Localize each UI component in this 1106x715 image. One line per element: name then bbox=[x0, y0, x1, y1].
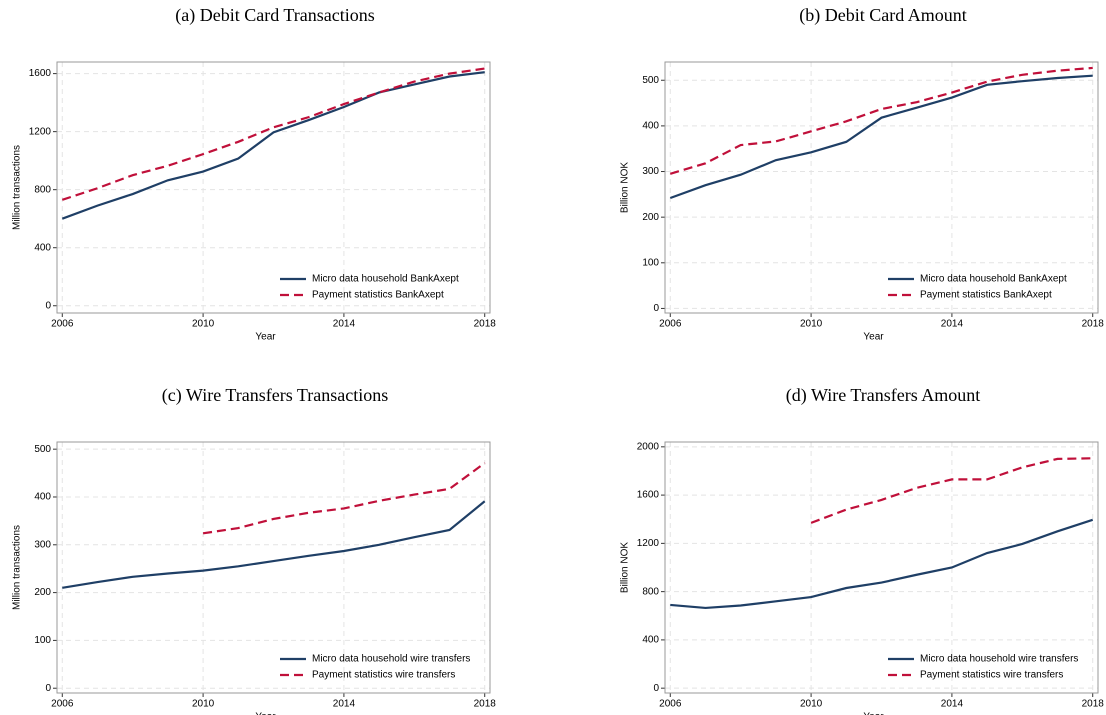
legend-label: Micro data household BankAxept bbox=[920, 274, 1067, 285]
x-tick-label: 2006 bbox=[51, 319, 74, 330]
y-tick-label: 400 bbox=[34, 492, 51, 503]
y-tick-label: 1600 bbox=[29, 68, 52, 79]
y-tick-label: 0 bbox=[653, 683, 659, 694]
plot-frame bbox=[664, 61, 1099, 314]
x-tick-label: 2014 bbox=[941, 319, 964, 330]
x-tick-label: 2010 bbox=[192, 699, 215, 710]
y-tick-label: 300 bbox=[34, 539, 51, 550]
y-tick-label: 0 bbox=[653, 303, 659, 314]
y-axis-label: Billion NOK bbox=[620, 162, 631, 213]
y-tick-label: 100 bbox=[34, 635, 51, 646]
x-tick-label: 2014 bbox=[333, 319, 356, 330]
x-tick-label: 2014 bbox=[941, 699, 964, 710]
y-axis-label: Million transactions bbox=[12, 525, 23, 610]
y-tick-label: 1200 bbox=[29, 126, 52, 137]
x-axis-label: Year bbox=[863, 712, 884, 715]
y-tick-label: 2000 bbox=[637, 441, 660, 452]
x-tick-label: 2010 bbox=[192, 319, 215, 330]
x-tick-label: 2018 bbox=[474, 319, 497, 330]
panel-title: (b) Debit Card Amount bbox=[799, 5, 966, 26]
legend-label: Payment statistics wire transfers bbox=[920, 670, 1063, 681]
y-tick-label: 500 bbox=[34, 444, 51, 455]
y-tick-label: 200 bbox=[34, 587, 51, 598]
series-line bbox=[62, 500, 486, 589]
panel-title: (a) Debit Card Transactions bbox=[175, 5, 374, 26]
y-tick-label: 800 bbox=[642, 586, 659, 597]
y-tick-label: 500 bbox=[642, 75, 659, 86]
y-tick-label: 400 bbox=[34, 242, 51, 253]
x-axis-label: Year bbox=[863, 332, 884, 343]
x-tick-label: 2018 bbox=[1082, 319, 1105, 330]
x-tick-label: 2018 bbox=[1082, 699, 1105, 710]
y-tick-label: 0 bbox=[45, 683, 51, 694]
series-line bbox=[810, 457, 1093, 524]
legend-label: Micro data household BankAxept bbox=[312, 274, 459, 285]
series-line bbox=[669, 66, 1093, 175]
x-axis-label: Year bbox=[255, 712, 276, 715]
series-line bbox=[61, 71, 485, 220]
legend-label: Payment statistics wire transfers bbox=[312, 670, 455, 681]
series-line bbox=[670, 518, 1094, 610]
x-axis-label: Year bbox=[255, 332, 276, 343]
y-tick-label: 200 bbox=[642, 212, 659, 223]
x-tick-label: 2006 bbox=[659, 699, 682, 710]
panel-title: (c) Wire Transfers Transactions bbox=[162, 385, 388, 406]
plot-frame bbox=[56, 441, 491, 694]
y-tick-label: 1600 bbox=[637, 490, 660, 501]
y-tick-label: 1200 bbox=[637, 538, 660, 549]
plot-frame bbox=[56, 61, 491, 314]
legend-label: Payment statistics BankAxept bbox=[312, 290, 444, 301]
x-tick-label: 2006 bbox=[659, 319, 682, 330]
series-line bbox=[202, 462, 486, 535]
panel-title: (d) Wire Transfers Amount bbox=[786, 385, 980, 406]
legend-label: Payment statistics BankAxept bbox=[920, 290, 1052, 301]
x-tick-label: 2018 bbox=[474, 699, 497, 710]
y-tick-label: 400 bbox=[642, 635, 659, 646]
legend-label: Micro data household wire transfers bbox=[920, 654, 1078, 665]
y-tick-label: 0 bbox=[45, 300, 51, 311]
y-tick-label: 400 bbox=[642, 121, 659, 132]
plot-frame bbox=[664, 441, 1099, 694]
x-tick-label: 2006 bbox=[51, 699, 74, 710]
y-axis-label: Million transactions bbox=[12, 145, 23, 230]
y-tick-label: 800 bbox=[34, 184, 51, 195]
series-line bbox=[61, 67, 485, 201]
x-tick-label: 2010 bbox=[800, 699, 823, 710]
y-axis-label: Billion NOK bbox=[620, 542, 631, 593]
y-tick-label: 100 bbox=[642, 257, 659, 268]
x-tick-label: 2014 bbox=[333, 699, 356, 710]
series-line bbox=[669, 74, 1093, 200]
legend-label: Micro data household wire transfers bbox=[312, 654, 470, 665]
x-tick-label: 2010 bbox=[800, 319, 823, 330]
y-tick-label: 300 bbox=[642, 166, 659, 177]
